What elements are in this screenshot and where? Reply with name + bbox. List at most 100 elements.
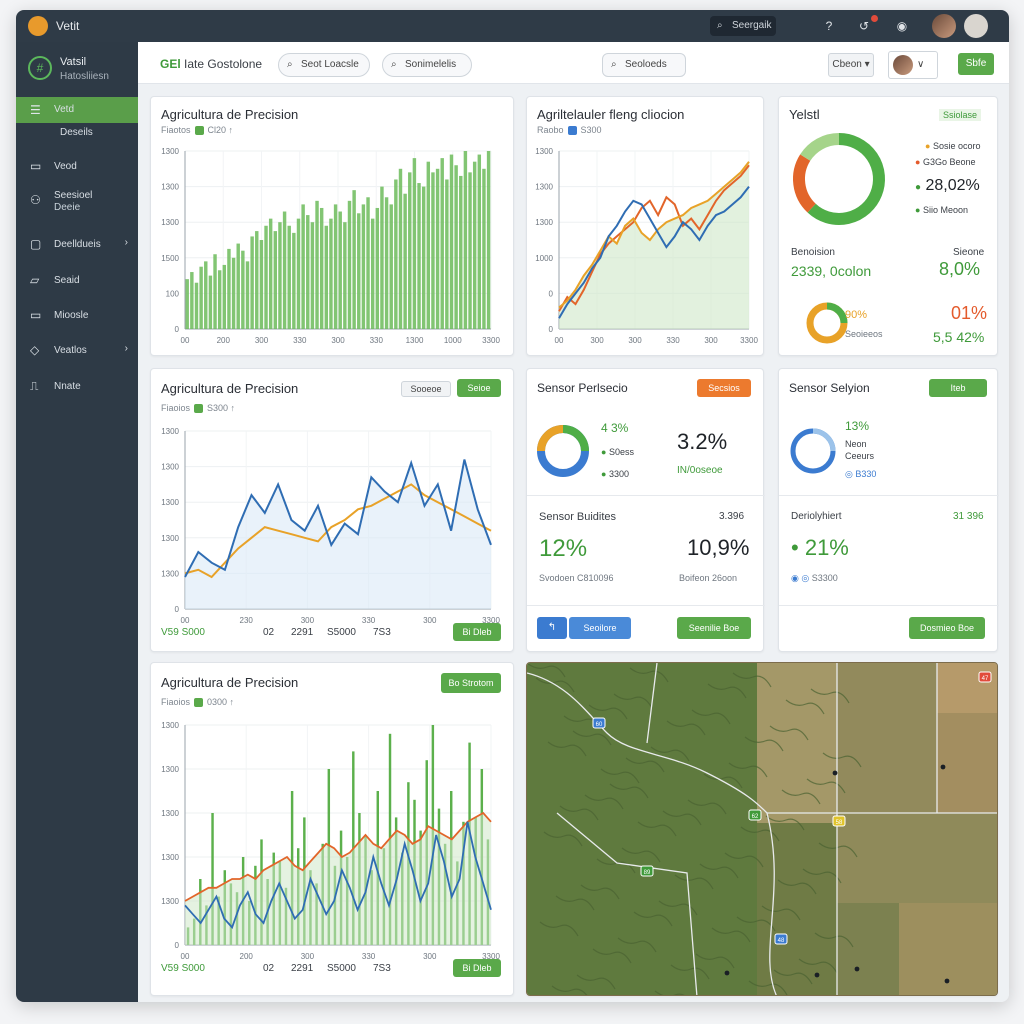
sidebar-item-seaid[interactable]: ▱ Seaid xyxy=(16,264,138,298)
x-tick-label: 1000 xyxy=(444,336,462,345)
card-action-button[interactable]: Dosmieo Boe xyxy=(909,617,985,639)
sidebar-item-sublabel: Deseils xyxy=(60,127,93,138)
map-svg[interactable]: 60 62 58 89 48 47 xyxy=(527,663,998,996)
donut-label: ● 3300 xyxy=(601,469,629,479)
donut-pct: 4 3% xyxy=(601,421,629,435)
tab-green[interactable]: Seioe xyxy=(457,379,501,397)
x-tick-label: 00 xyxy=(181,616,190,625)
x-tick-label: 3300 xyxy=(482,336,500,345)
top-search-button[interactable]: ⌕ Seergaik xyxy=(710,16,776,36)
bar xyxy=(306,215,310,329)
help-icon[interactable]: ? xyxy=(825,19,833,33)
search-icon: ⌕ xyxy=(611,59,617,70)
search-box[interactable]: ⌕ Seoloeds xyxy=(602,53,686,77)
terrain-ridge xyxy=(600,768,640,784)
bar xyxy=(394,179,398,329)
terrain-ridge xyxy=(785,699,825,715)
user-avatar[interactable] xyxy=(932,14,956,38)
filter-pill-1-label: Seot Loacsle xyxy=(301,59,359,70)
brand-title: Vatsil xyxy=(60,56,87,68)
sidebar-item-sub[interactable]: Deseils xyxy=(16,123,138,141)
terrain-ridge xyxy=(625,757,665,773)
bar xyxy=(194,282,199,329)
sidebar-item-nnate[interactable]: ⎍ Nnate xyxy=(16,370,138,404)
bar xyxy=(482,168,486,329)
terrain-ridge xyxy=(539,921,579,937)
big-right: 10,9% xyxy=(687,535,750,560)
terrain-ridge xyxy=(658,900,698,916)
terrain-ridge xyxy=(662,810,702,826)
filter-pill-2[interactable]: ⌕ Sonimelelis xyxy=(382,53,472,77)
series-line xyxy=(184,821,492,930)
view-select[interactable]: Cbeon ▾ xyxy=(828,53,874,77)
green-action-button[interactable]: Seenilie Boe xyxy=(677,617,751,639)
series-line xyxy=(558,164,750,312)
tab-grey[interactable]: Sooeoe xyxy=(401,381,451,397)
bar xyxy=(389,204,393,329)
bar xyxy=(426,161,431,329)
bar xyxy=(477,154,482,329)
notifications-icon[interactable]: ↺ xyxy=(858,19,870,33)
x-tick-label: 00 xyxy=(555,336,564,345)
terrain-ridge xyxy=(761,905,801,921)
eye-icon[interactable]: ◉ xyxy=(896,19,908,33)
card-title: Agriltelauler fleng cliocion xyxy=(537,107,685,122)
bar xyxy=(227,248,231,329)
sidebar-item-label: Seesioel xyxy=(54,190,93,201)
map-dot xyxy=(724,970,730,976)
status-badge[interactable]: Secsios xyxy=(697,379,751,397)
filter-pill-1[interactable]: ⌕ Seot Loacsle xyxy=(278,53,370,77)
footer-button[interactable]: Bi Dleb xyxy=(453,623,501,641)
top-search-label: Seergaik xyxy=(732,20,772,31)
y-tick-label: 0 xyxy=(175,605,180,614)
user-menu[interactable]: ∨ xyxy=(888,51,938,79)
back-arrow-button[interactable]: ↰ xyxy=(537,617,567,639)
terrain-ridge xyxy=(695,953,735,969)
sidebar-item-veod[interactable]: ▭ Veod xyxy=(16,150,138,184)
view-select-label: Cbeon xyxy=(832,59,862,70)
road xyxy=(766,812,777,995)
terrain-ridge xyxy=(777,879,817,895)
settings-avatar-icon[interactable] xyxy=(964,14,988,38)
footer-button[interactable]: Bi Dleb xyxy=(453,959,501,977)
sidebar-item-veatlos[interactable]: ◇ Veatlos › xyxy=(16,334,138,368)
bar xyxy=(472,161,477,329)
status-badge[interactable]: Iteb xyxy=(929,379,987,397)
bar xyxy=(408,172,412,329)
app-logo-icon xyxy=(28,16,48,36)
bar xyxy=(361,204,366,329)
map-view[interactable]: 60 62 58 89 48 47 xyxy=(526,662,998,996)
donut-segment xyxy=(562,425,589,452)
map-field xyxy=(837,903,899,995)
legend-swatch xyxy=(194,126,204,136)
y-tick-label: 0 xyxy=(175,941,180,950)
map-dot xyxy=(854,966,860,972)
donut-segment xyxy=(537,425,564,452)
footer-val: 2291 xyxy=(291,963,314,974)
x-tick-label: 3300 xyxy=(482,952,500,961)
bar xyxy=(287,225,291,329)
sidebar-item-vetd[interactable]: ☰ Vetd xyxy=(16,97,138,123)
status-badge[interactable]: Bo Strotom xyxy=(441,673,501,693)
sidebar-item-deelldueis[interactable]: ▢ Deelldueis › xyxy=(16,228,138,262)
donut-segment xyxy=(807,133,885,225)
sidebar-item-seesioel[interactable]: ⚇ Seesioel Deeie xyxy=(16,184,138,218)
sidebar-item-label: Veod xyxy=(54,161,77,172)
x-tick-label: 300 xyxy=(301,616,315,625)
x-tick-label: 300 xyxy=(331,336,345,345)
legend-item: ● Siio Meoon xyxy=(915,205,968,215)
bar xyxy=(421,186,426,329)
main-content: GEl Iate Gostolone ⌕ Seot Loacsle ⌕ Soni… xyxy=(138,42,1009,1002)
road xyxy=(646,663,658,744)
blue-action-button[interactable]: Seoilore xyxy=(569,617,631,639)
save-button[interactable]: Sbfe xyxy=(958,53,994,75)
terrain-ridge xyxy=(576,974,616,990)
series-line xyxy=(184,811,492,902)
bar xyxy=(211,813,214,945)
x-tick-label: 330 xyxy=(293,336,307,345)
sidebar-item-mioosle[interactable]: ▭ Mioosle xyxy=(16,299,138,333)
bar xyxy=(268,218,273,329)
list-icon: ☰ xyxy=(30,103,41,117)
foot-text: S3300 xyxy=(811,573,838,583)
